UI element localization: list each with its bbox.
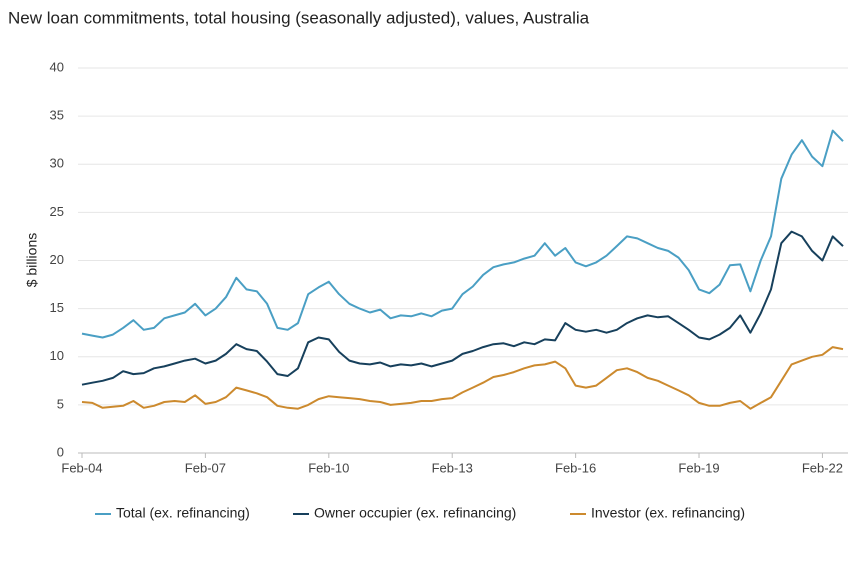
chart-title: New loan commitments, total housing (sea… xyxy=(8,8,590,27)
y-tick-label: 30 xyxy=(50,156,64,171)
y-tick-label: 20 xyxy=(50,252,64,267)
y-tick-label: 25 xyxy=(50,204,64,219)
x-tick-label: Feb-04 xyxy=(61,460,102,475)
x-tick-label: Feb-07 xyxy=(185,460,226,475)
series-line xyxy=(81,346,844,410)
y-tick-label: 15 xyxy=(50,300,64,315)
y-tick-label: 10 xyxy=(50,348,64,363)
x-tick-label: Feb-10 xyxy=(308,460,349,475)
legend-label: Total (ex. refinancing) xyxy=(116,505,250,521)
x-tick-label: Feb-19 xyxy=(678,460,719,475)
legend-label: Investor (ex. refinancing) xyxy=(591,505,745,521)
series-line xyxy=(81,230,844,386)
x-tick-label: Feb-22 xyxy=(802,460,843,475)
y-tick-label: 5 xyxy=(57,396,64,411)
y-tick-label: 40 xyxy=(50,59,64,74)
x-tick-label: Feb-13 xyxy=(432,460,473,475)
y-axis-label: $ billions xyxy=(24,233,40,287)
series-line xyxy=(81,129,844,339)
y-tick-label: 0 xyxy=(57,444,64,459)
legend-label: Owner occupier (ex. refinancing) xyxy=(314,505,516,521)
x-tick-label: Feb-16 xyxy=(555,460,596,475)
y-tick-label: 35 xyxy=(50,108,64,123)
